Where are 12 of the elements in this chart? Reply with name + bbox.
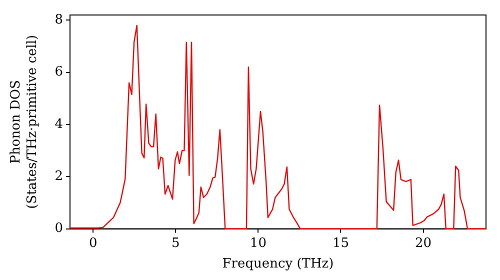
x-tick-label: 0 [88,236,98,251]
y-axis-title: Phonon DOS (States/THz·primitive cell) [8,34,40,209]
y-tick-label: 4 [54,116,63,132]
x-tick-label: 20 [414,236,432,251]
y-tick-label: 6 [54,64,63,80]
x-tick-label: 5 [172,236,180,251]
x-axis-title: Frequency (THz) [222,256,334,272]
y-tick-label: 8 [54,12,63,28]
x-tick-label: 10 [250,236,266,251]
y-tick-label: 0 [54,221,63,236]
x-tick-label: 15 [332,236,350,251]
y-tick-label: 2 [54,169,63,184]
